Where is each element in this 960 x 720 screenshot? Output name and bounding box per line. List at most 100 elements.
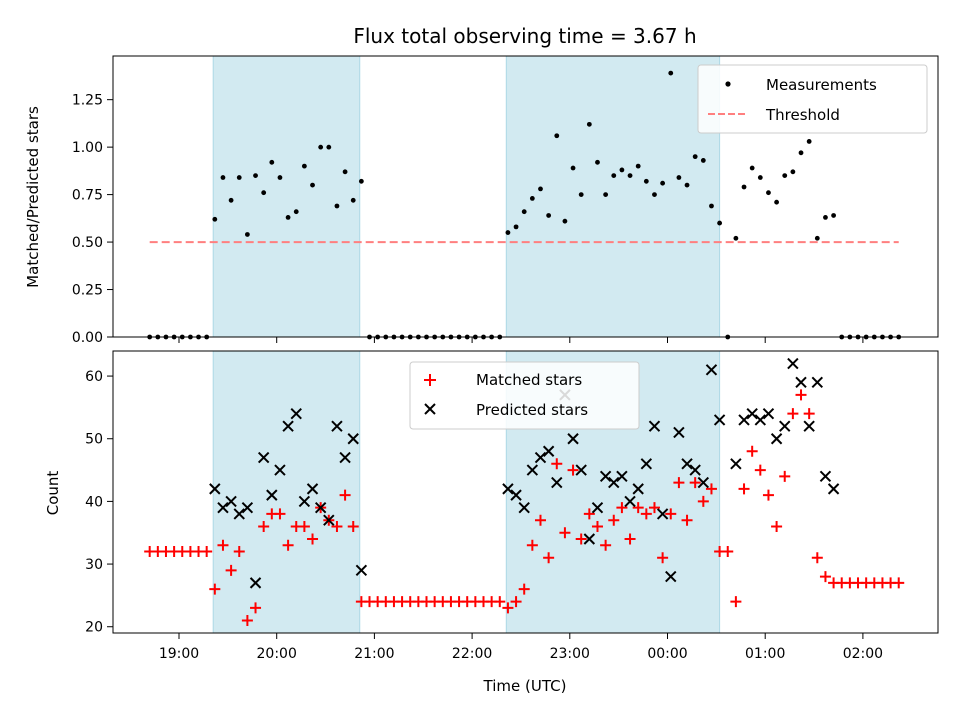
matched-star-point bbox=[787, 408, 799, 420]
predicted-star-point bbox=[787, 357, 799, 370]
matched-star-point bbox=[551, 458, 563, 470]
measurement-point bbox=[823, 214, 828, 220]
measurement-point bbox=[538, 186, 543, 192]
matched-star-point bbox=[307, 533, 319, 545]
measurement-point bbox=[733, 235, 739, 241]
matched-star-point bbox=[526, 539, 538, 551]
predicted-star-point bbox=[632, 483, 644, 495]
matched-star-point bbox=[681, 514, 693, 526]
measurement-point bbox=[790, 169, 796, 175]
matched-star-point bbox=[600, 539, 612, 551]
predicted-star-point bbox=[599, 470, 612, 483]
matched-star-point bbox=[893, 577, 905, 589]
matched-star-point bbox=[754, 464, 766, 476]
y-tick-label: 0.75 bbox=[72, 188, 103, 204]
predicted-star-point bbox=[266, 489, 278, 501]
y-tick-label: 20 bbox=[85, 620, 103, 636]
predicted-star-point bbox=[827, 483, 840, 495]
measurement-point bbox=[798, 150, 804, 156]
measurement-point bbox=[831, 213, 836, 218]
y-tick-label: 0.00 bbox=[72, 330, 103, 346]
predicted-star-point bbox=[819, 470, 832, 483]
predicted-star-point bbox=[241, 501, 254, 514]
measurement-point bbox=[652, 192, 657, 198]
measurement-point bbox=[668, 70, 674, 76]
predicted-star-point bbox=[575, 464, 587, 476]
predicted-star-point bbox=[705, 364, 718, 376]
predicted-star-point bbox=[665, 570, 677, 583]
measurement-point bbox=[627, 173, 633, 179]
measurement-point bbox=[293, 209, 299, 215]
matched-star-point bbox=[274, 508, 286, 520]
predicted-star-point bbox=[526, 464, 539, 476]
x-tick-label: 20:00 bbox=[257, 646, 297, 662]
matched-star-point bbox=[510, 596, 522, 608]
measurement-point bbox=[546, 213, 552, 218]
measurement-point bbox=[269, 159, 275, 165]
measurement-point bbox=[285, 214, 291, 220]
predicted-star-point bbox=[583, 533, 596, 545]
matched-star-point bbox=[746, 445, 758, 457]
predicted-stars-series bbox=[209, 357, 840, 589]
x-tick-label: 01:00 bbox=[745, 646, 785, 662]
predicted-star-point bbox=[762, 407, 775, 420]
measurement-point bbox=[261, 190, 267, 196]
predicted-star-point bbox=[616, 470, 628, 483]
legend-label-measurements: Measurements bbox=[766, 76, 877, 94]
predicted-star-point bbox=[730, 458, 742, 470]
matched-star-point bbox=[697, 495, 709, 507]
legend-label-matched: Matched stars bbox=[476, 371, 582, 389]
predicted-star-point bbox=[290, 407, 302, 420]
measurement-point bbox=[334, 203, 340, 209]
measurement-point bbox=[757, 175, 763, 180]
predicted-star-point bbox=[518, 501, 530, 514]
predicted-star-point bbox=[274, 464, 286, 476]
measurement-point bbox=[611, 173, 617, 179]
predicted-star-point bbox=[217, 501, 229, 514]
measurement-point bbox=[236, 175, 242, 180]
x-tick-label: 02:00 bbox=[843, 646, 883, 662]
matched-star-point bbox=[591, 520, 603, 532]
predicted-star-point bbox=[331, 420, 343, 432]
x-axis-label: Time (UTC) bbox=[483, 677, 567, 695]
predicted-star-point bbox=[608, 476, 620, 489]
predicted-star-point bbox=[502, 483, 514, 495]
legend-label-threshold: Threshold bbox=[765, 106, 840, 124]
matched-stars-series bbox=[144, 389, 905, 626]
measurement-point bbox=[220, 175, 226, 180]
predicted-star-point bbox=[697, 476, 710, 489]
matched-star-point bbox=[518, 583, 530, 595]
top-shaded-intervals bbox=[212, 55, 721, 338]
predicted-star-point bbox=[323, 514, 335, 526]
matched-star-point bbox=[657, 552, 669, 564]
predicted-star-point bbox=[567, 433, 579, 445]
measurement-point bbox=[749, 165, 755, 171]
shaded-interval bbox=[212, 350, 361, 634]
matched-star-point bbox=[217, 539, 229, 551]
matched-star-point bbox=[648, 502, 660, 514]
matched-star-point bbox=[608, 514, 620, 526]
matched-star-point bbox=[298, 520, 310, 532]
matched-star-point bbox=[502, 602, 514, 614]
matched-star-point bbox=[575, 533, 587, 545]
top-x-ticks bbox=[178, 337, 864, 343]
predicted-star-point bbox=[738, 414, 750, 426]
matched-star-point bbox=[331, 520, 343, 532]
predicted-star-point bbox=[314, 501, 327, 514]
measurement-point bbox=[505, 230, 511, 235]
predicted-star-point bbox=[673, 426, 685, 439]
measurement-point bbox=[521, 209, 527, 215]
measurement-point bbox=[806, 139, 812, 144]
matched-star-point bbox=[665, 508, 677, 520]
measurement-point bbox=[318, 144, 324, 150]
predicted-star-point bbox=[534, 451, 547, 464]
matched-star-point bbox=[762, 489, 774, 501]
matched-star-point bbox=[534, 514, 546, 526]
predicted-star-point bbox=[225, 495, 237, 508]
matched-star-point bbox=[209, 583, 221, 595]
legend-marker-predicted bbox=[424, 403, 436, 415]
measurement-point bbox=[603, 192, 609, 198]
top-panel: 0.00 0.25 0.50 0.75 1.00 1.25 Matched/Predict… bbox=[24, 55, 939, 346]
measurement-point bbox=[554, 133, 560, 139]
